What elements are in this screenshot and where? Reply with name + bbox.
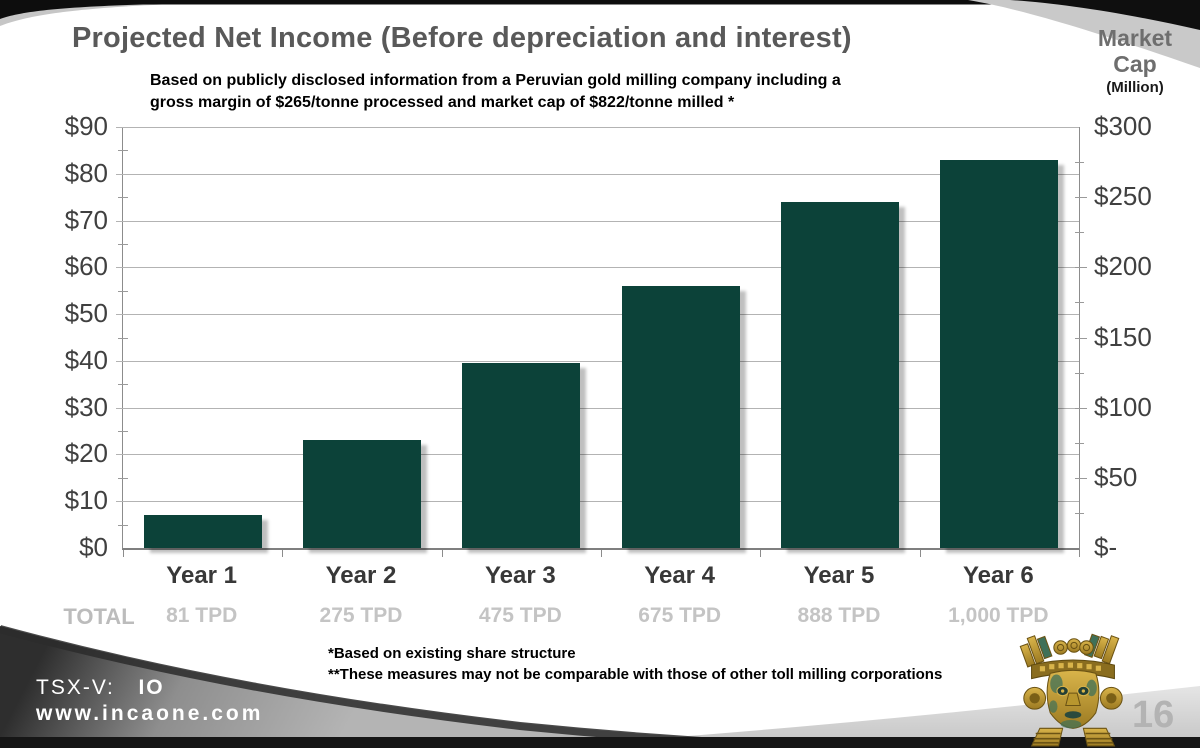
- totals-row-value: 475 TPD: [478, 604, 562, 627]
- totals-row-value: 1,000 TPD: [948, 604, 1049, 627]
- gridline: [116, 501, 1079, 503]
- left-axis-tick-label: $10: [64, 485, 108, 516]
- left-axis-tick-label: $40: [64, 344, 108, 375]
- right-axis-title: Market Cap (Million): [1082, 25, 1188, 97]
- gridline: [116, 454, 1079, 456]
- category-label: Year 6: [962, 562, 1034, 589]
- website-url: www.incaone.com: [36, 702, 264, 725]
- slide-title: Projected Net Income (Before depreciatio…: [72, 22, 852, 54]
- bar-year-5: [781, 201, 899, 548]
- right-axis-tick: [1075, 512, 1084, 514]
- chart-subtitle-line2: gross margin of $265/tonne processed and…: [150, 94, 735, 111]
- x-axis-tick: [123, 550, 124, 557]
- left-axis-tick-label: $50: [64, 298, 108, 329]
- category-label: Year 5: [803, 562, 875, 589]
- left-axis-minor-tick: [118, 243, 128, 245]
- right-axis-title-units: (Million): [1106, 79, 1164, 96]
- left-axis-minor-tick: [118, 150, 128, 152]
- totals-row-value: 888 TPD: [797, 604, 881, 627]
- left-axis-minor-tick: [118, 384, 128, 386]
- right-axis-tick-label: $100: [1094, 391, 1152, 422]
- left-axis-tick-label: $60: [64, 251, 108, 282]
- left-axis-minor-tick: [118, 477, 128, 479]
- right-axis-tick: [1075, 162, 1084, 164]
- right-axis-tick: [1075, 477, 1087, 479]
- right-axis-tick: [1075, 197, 1087, 199]
- x-axis-tick: [282, 550, 284, 557]
- category-label: Year 3: [484, 562, 556, 589]
- ticker-symbol: IO: [138, 676, 165, 699]
- left-axis-tick-label: $80: [64, 157, 108, 188]
- right-axis-tick: [1075, 442, 1084, 444]
- bar-year-6: [940, 159, 1059, 548]
- right-axis-tick-label: $200: [1094, 251, 1152, 282]
- headdress-left-fan: [1019, 635, 1053, 668]
- category-label: Year 4: [644, 562, 716, 589]
- ticker-line: TSX-V: IO: [36, 676, 165, 700]
- gridline: [116, 267, 1079, 269]
- x-axis-tick: [760, 550, 762, 557]
- left-axis-tick-label: $20: [64, 438, 108, 469]
- left-axis-tick-label: $90: [64, 111, 108, 141]
- left-axis-minor-tick: [118, 524, 128, 526]
- footnote-1: *Based on existing share structure: [328, 645, 576, 662]
- gridline: [116, 220, 1079, 222]
- gridline: [116, 407, 1079, 409]
- x-axis-tick: [441, 550, 443, 557]
- bar-year-2: [303, 440, 421, 548]
- x-axis-tick: [601, 550, 602, 557]
- bar-year-4: [621, 286, 740, 548]
- x-axis-tick: [1079, 550, 1080, 557]
- left-axis-minor-tick: [118, 337, 128, 339]
- right-axis-tick: [1075, 232, 1084, 234]
- top-left-black-wedge: [0, 0, 160, 19]
- top-black-strip: [0, 0, 1200, 5]
- category-label: Year 1: [166, 562, 238, 589]
- left-axis-tick-label: $0: [79, 532, 108, 562]
- totals-row-value: 81 TPD: [166, 604, 238, 627]
- x-axis-tick: [919, 550, 921, 557]
- left-axis-tick-label: $30: [64, 391, 108, 422]
- right-axis-tick-label: $300: [1094, 111, 1152, 141]
- chart-subtitle-line1: Based on publicly disclosed information …: [150, 72, 841, 89]
- right-axis-tick: [1075, 407, 1087, 409]
- chart-subtitle: Based on publicly disclosed information …: [150, 70, 841, 114]
- right-axis-tick-label: $150: [1094, 321, 1152, 352]
- ticker-exchange-label: TSX-V:: [36, 676, 115, 699]
- right-axis-tick: [1075, 337, 1087, 339]
- plot-area: [116, 127, 1087, 557]
- totals-row-value: 275 TPD: [319, 604, 403, 627]
- inca-one-mask-logo-icon: [1019, 633, 1123, 747]
- totals-row-label: TOTAL: [63, 604, 135, 629]
- right-axis-title-line1: Market: [1097, 25, 1173, 51]
- right-axis-title-line2: Cap: [1113, 51, 1157, 77]
- gridline: [116, 314, 1079, 316]
- gridline: [116, 360, 1079, 362]
- footnote-2: **These measures may not be comparable w…: [328, 666, 943, 683]
- left-axis-minor-tick: [118, 431, 128, 433]
- bar-year-3: [462, 363, 581, 548]
- right-axis-tick-label: $250: [1094, 181, 1152, 212]
- page-number: 16: [1132, 694, 1175, 736]
- gridline: [116, 127, 1079, 128]
- left-axis-minor-tick: [118, 290, 128, 292]
- right-axis-tick-label: $50: [1094, 461, 1138, 492]
- totals-row-value: 675 TPD: [638, 604, 722, 627]
- right-axis-tick: [1075, 267, 1087, 269]
- category-label: Year 2: [325, 562, 397, 589]
- left-axis-tick-label: $70: [64, 204, 108, 235]
- left-axis-minor-tick: [118, 197, 128, 199]
- footnotes: *Based on existing share structure **The…: [328, 643, 942, 685]
- right-axis-tick: [1075, 302, 1084, 304]
- bar-year-1: [143, 515, 262, 548]
- gridline: [116, 173, 1079, 175]
- right-axis-tick: [1075, 372, 1084, 374]
- right-axis-tick-label: $-: [1094, 532, 1118, 562]
